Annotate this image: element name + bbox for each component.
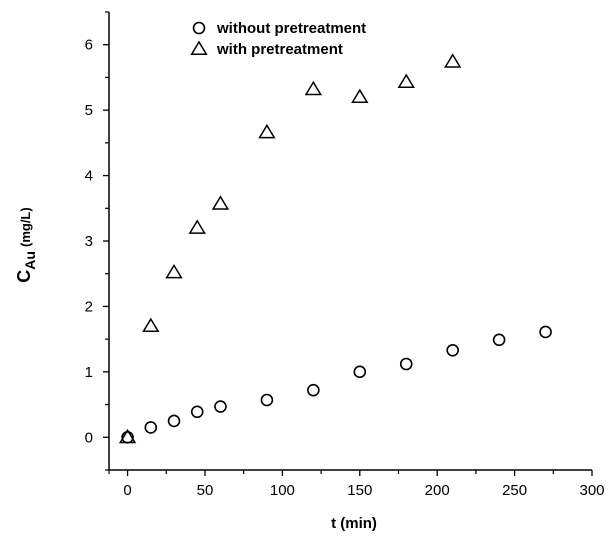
x-axis-title: t (min) — [331, 515, 377, 532]
triangle-point — [188, 219, 206, 234]
triangle-point — [304, 80, 323, 96]
circle-point — [167, 414, 181, 428]
y-tick-label: 0 — [85, 429, 93, 446]
triangle-point — [211, 195, 230, 210]
circle-point — [492, 333, 506, 347]
legend-label: with pretreatment — [216, 41, 343, 58]
circle-point — [446, 343, 459, 357]
triangle-point — [118, 428, 137, 444]
y-tick-label: 6 — [85, 37, 93, 54]
circle-point — [399, 357, 413, 371]
y-axis-title: CAu (mg/L) — [14, 207, 38, 282]
circle-point — [260, 393, 274, 407]
y-tick-label: 3 — [85, 233, 93, 250]
triangle-point — [165, 263, 183, 279]
x-tick-label: 100 — [270, 482, 295, 499]
x-tick-label: 250 — [502, 482, 527, 499]
legend-marker-circle — [192, 21, 206, 35]
circle-point — [190, 405, 204, 419]
series-without-pretreatment — [121, 325, 552, 444]
series-with-pretreatment — [118, 53, 462, 444]
circle-point — [214, 400, 227, 413]
x-tick-label: 300 — [579, 482, 604, 499]
axes — [108, 12, 592, 471]
legend-marker-triangle — [190, 40, 208, 55]
circle-point — [353, 365, 367, 379]
x-tick-label: 50 — [197, 482, 214, 499]
circle-point — [307, 383, 320, 397]
marks — [118, 53, 552, 444]
x-tick-label: 150 — [347, 482, 372, 499]
y-tick-label: 5 — [85, 102, 93, 119]
circle-point — [539, 325, 552, 339]
triangle-point — [258, 123, 276, 139]
x-tick-label: 200 — [425, 482, 450, 499]
x-tick-label: 0 — [123, 482, 131, 499]
triangle-point — [351, 88, 369, 104]
y-tick-label: 4 — [85, 168, 93, 185]
y-axis-title-main: C — [14, 270, 34, 283]
y-tick-label: 2 — [85, 298, 93, 315]
y-axis-title-unit: (mg/L) — [18, 207, 33, 247]
y-axis-title-sub: Au — [22, 251, 38, 270]
triangle-point — [142, 317, 160, 333]
triangle-point — [443, 53, 462, 68]
legend-label: without pretreatment — [216, 20, 366, 37]
legend: without pretreatment with pretreatment — [190, 20, 366, 58]
y-tick-label: 1 — [85, 364, 93, 381]
ticks: 0 50 100 150 200 250 300 0 1 2 3 4 5 6 — [85, 11, 605, 499]
triangle-point — [397, 73, 415, 89]
circle-point — [144, 421, 158, 434]
